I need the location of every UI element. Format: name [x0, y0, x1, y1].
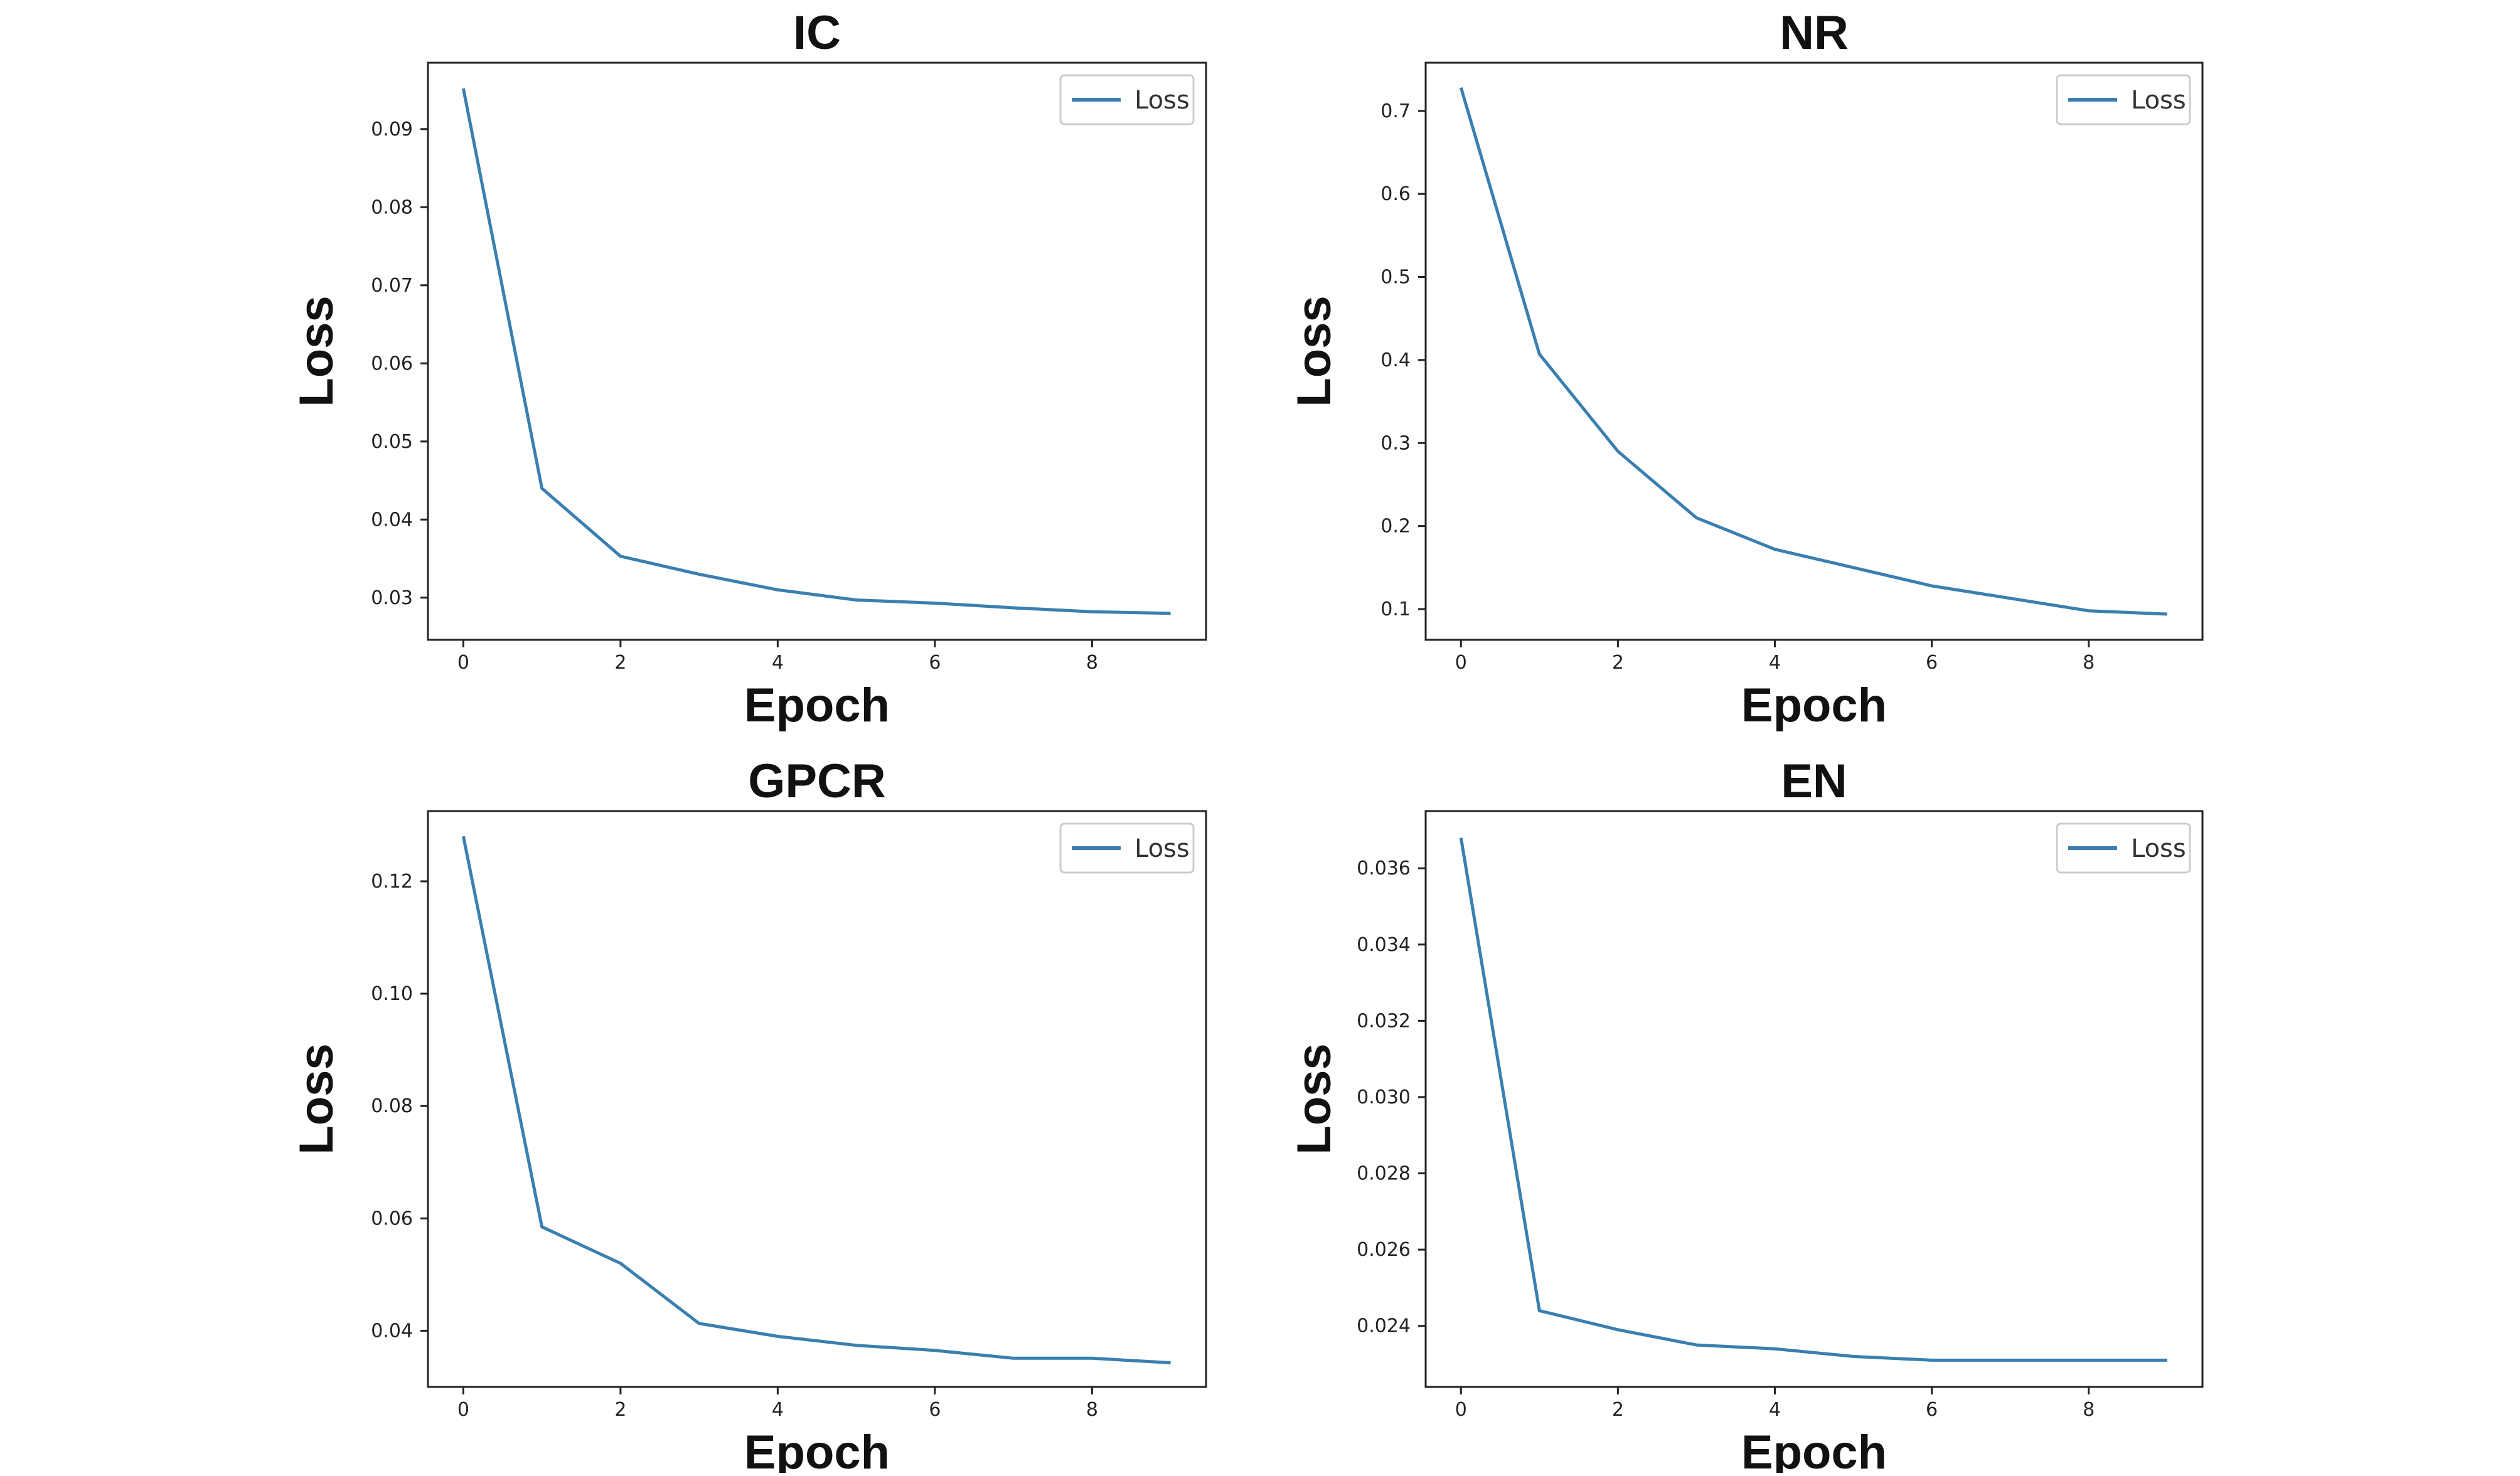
legend: Loss — [2056, 822, 2191, 874]
y-tick-label: 0.024 — [1357, 1315, 1411, 1337]
plot-area — [427, 810, 1207, 1388]
x-tick-label: 8 — [1086, 1399, 1098, 1421]
x-tick-label: 0 — [1455, 1399, 1467, 1421]
y-tick-label: 0.08 — [371, 1095, 413, 1117]
y-tick-label: 0.05 — [371, 431, 413, 453]
y-tick-label: 0.4 — [1380, 349, 1411, 371]
chart-panel: EN 0 2 4 6 8 0.024 0.026 0.028 0.030 0.032 0.034 0.0… — [1288, 755, 2204, 1476]
legend: Loss — [2056, 74, 2191, 125]
x-tick-label: 2 — [614, 652, 626, 674]
y-tick-label: 0.5 — [1380, 267, 1411, 289]
x-axis-label: Epoch — [744, 1426, 890, 1473]
x-tick-label: 2 — [1612, 652, 1624, 674]
y-tick-label: 0.032 — [1357, 1010, 1411, 1032]
legend: Loss — [1059, 74, 1195, 125]
x-tick-label: 6 — [929, 1399, 941, 1421]
chart-title: EN — [1781, 755, 1847, 808]
x-axis-label: Epoch — [1741, 679, 1887, 732]
legend-box — [1059, 74, 1195, 125]
x-tick-label: 4 — [772, 652, 784, 674]
chart-title: IC — [793, 6, 841, 60]
series-line-loss — [461, 88, 1171, 615]
y-tick-label: 0.03 — [371, 587, 413, 609]
legend-box — [2056, 74, 2191, 125]
y-tick-label: 0.1 — [1380, 598, 1411, 620]
legend-box — [1059, 822, 1195, 874]
legend-label: Loss — [2131, 86, 2186, 115]
y-tick-label: 0.04 — [371, 509, 413, 531]
y-tick-label: 0.04 — [371, 1320, 413, 1342]
y-tick-label: 0.07 — [371, 275, 413, 297]
chart-panel: IC 0 2 4 6 8 0.03 0.04 0.05 0.06 0.07 0.08 0.09 Epoch… — [290, 6, 1207, 732]
y-tick-label: 0.036 — [1357, 857, 1411, 879]
legend-label: Loss — [1135, 834, 1190, 863]
y-tick-label: 0.026 — [1357, 1239, 1411, 1261]
x-tick-label: 4 — [1769, 652, 1781, 674]
y-axis-label: Loss — [1288, 295, 1341, 406]
x-tick-label: 0 — [457, 1399, 469, 1421]
plot-area — [1424, 810, 2204, 1388]
x-tick-label: 6 — [1926, 652, 1938, 674]
y-tick-label: 0.028 — [1357, 1163, 1411, 1185]
chart-panel: NR 0 2 4 6 8 0.1 0.2 0.3 0.4 0.5 0.6 0.7 Epoch Loss Los… — [1288, 6, 2204, 732]
y-tick-label: 0.09 — [371, 119, 413, 141]
series-line-loss — [1459, 837, 2167, 1362]
y-tick-label: 0.3 — [1380, 432, 1411, 454]
plot-area — [427, 61, 1207, 641]
y-tick-label: 0.06 — [371, 1208, 413, 1229]
x-tick-label: 8 — [2083, 1399, 2095, 1421]
x-tick-label: 8 — [1086, 652, 1098, 674]
legend-label: Loss — [1135, 86, 1190, 115]
legend: Loss — [1059, 822, 1195, 874]
x-axis-label: Epoch — [1741, 1426, 1887, 1473]
y-axis-label: Loss — [290, 1043, 343, 1154]
series-line-loss — [461, 836, 1171, 1364]
x-tick-label: 8 — [2083, 652, 2095, 674]
y-tick-label: 0.06 — [371, 353, 413, 374]
x-tick-label: 2 — [614, 1399, 626, 1421]
chart-title: NR — [1780, 6, 1849, 60]
chart-title: GPCR — [748, 755, 886, 808]
y-axis-label: Loss — [290, 295, 343, 406]
x-tick-label: 2 — [1612, 1399, 1624, 1421]
y-tick-label: 0.7 — [1380, 100, 1411, 122]
plot-area — [1424, 61, 2204, 641]
x-tick-label: 0 — [457, 652, 469, 674]
legend-box — [2056, 822, 2191, 874]
x-tick-label: 4 — [1769, 1399, 1781, 1421]
series-line-loss — [1459, 87, 2167, 616]
x-tick-label: 6 — [1926, 1399, 1938, 1421]
y-tick-label: 0.6 — [1380, 183, 1411, 205]
x-axis-label: Epoch — [744, 679, 890, 732]
x-tick-label: 4 — [772, 1399, 784, 1421]
y-axis-label: Loss — [1288, 1043, 1341, 1154]
legend-label: Loss — [2131, 834, 2186, 863]
y-tick-label: 0.12 — [371, 871, 413, 893]
y-tick-label: 0.2 — [1380, 516, 1411, 538]
x-tick-label: 6 — [929, 652, 941, 674]
chart-panel: GPCR 0 2 4 6 8 0.04 0.06 0.08 0.10 0.12 Epoch Loss Lo… — [290, 755, 1207, 1476]
y-tick-label: 0.034 — [1357, 934, 1411, 956]
y-tick-label: 0.10 — [371, 983, 413, 1005]
x-tick-label: 0 — [1455, 652, 1467, 674]
y-tick-label: 0.08 — [371, 196, 413, 218]
y-tick-label: 0.030 — [1357, 1086, 1411, 1108]
